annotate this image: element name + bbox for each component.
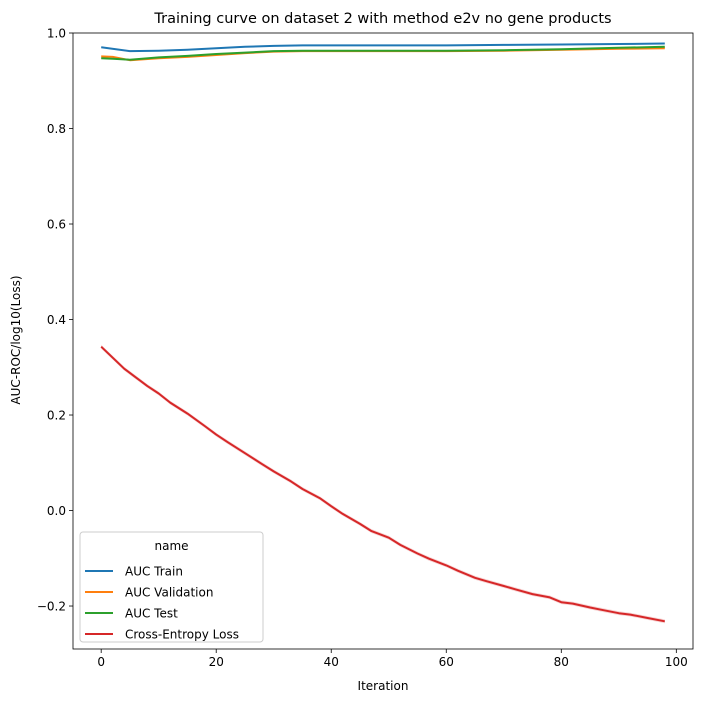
x-tick-label: 20 [209, 655, 224, 669]
axes-frame [72, 32, 694, 650]
series-line [101, 42, 665, 53]
y-tick-label: 0.0 [47, 504, 66, 518]
chart-title: Training curve on dataset 2 with method … [153, 11, 611, 27]
legend: name AUC Train AUC Validation AUC Test Cross… [79, 531, 264, 643]
axes: 0 20 40 60 80 100 −0.2 0.0 0.2 0.4 0.6 0.8 1.0 [37, 26, 694, 669]
legend-title: name [154, 539, 188, 553]
y-tick-label: 0.4 [47, 313, 66, 327]
y-axis-label: AUC-ROC/log10(Loss) [9, 275, 23, 404]
y-tick-label: 1.0 [47, 26, 66, 40]
x-tick-label: 40 [324, 655, 339, 669]
legend-entry-label: AUC Test [125, 606, 178, 620]
legend-box [79, 531, 264, 643]
series-line [100, 345, 665, 623]
y-tick-label: 0.6 [47, 217, 66, 231]
plot-area [100, 42, 665, 624]
y-tick-label: 0.8 [47, 122, 66, 136]
legend-entry-label: AUC Validation [125, 585, 213, 599]
series-line [101, 45, 665, 61]
legend-entry-label: Cross-Entropy Loss [125, 627, 239, 641]
y-tick-label: 0.2 [47, 408, 66, 422]
x-tick-label: 100 [665, 655, 688, 669]
x-tick-label: 60 [439, 655, 454, 669]
x-tick-label: 80 [554, 655, 569, 669]
legend-entry-label: AUC Train [125, 564, 183, 578]
x-tick-label: 0 [97, 655, 105, 669]
y-tick-label: −0.2 [37, 599, 66, 613]
x-axis-label: Iteration [358, 679, 409, 693]
